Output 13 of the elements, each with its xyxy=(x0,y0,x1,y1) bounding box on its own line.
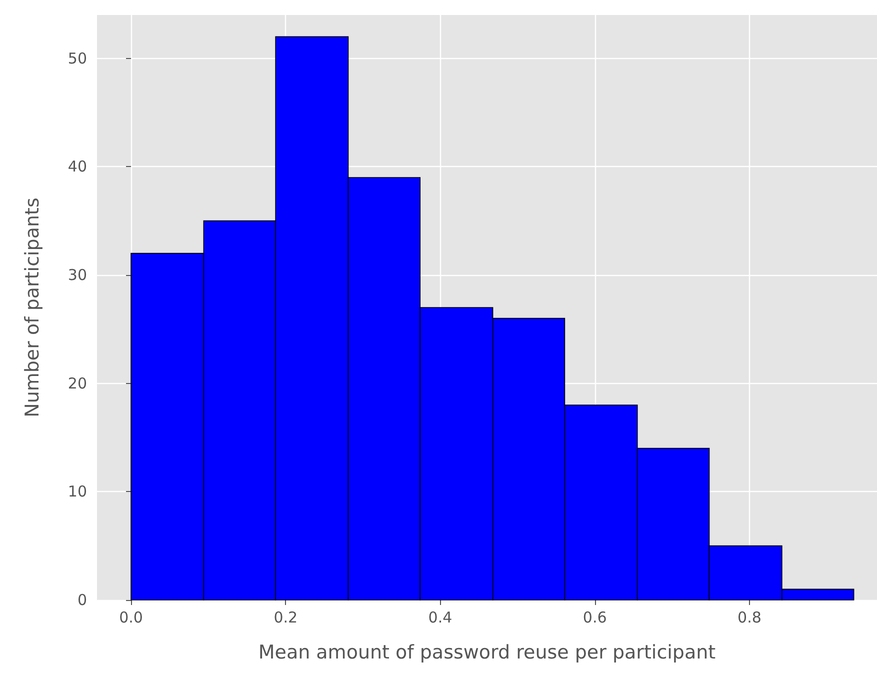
x-tick-label: 0.2 xyxy=(274,608,298,626)
y-tick-label: 40 xyxy=(68,158,87,176)
x-tick-label: 0.0 xyxy=(119,608,143,626)
y-tick-label: 20 xyxy=(68,374,87,392)
x-tick-label: 0.6 xyxy=(582,608,607,626)
x-tick-label: 0.4 xyxy=(428,608,452,626)
y-tick-label: 10 xyxy=(68,482,87,501)
y-tick-label: 30 xyxy=(68,266,87,284)
y-axis-title: Number of participants xyxy=(22,198,44,418)
x-tick-label: 0.8 xyxy=(738,608,762,626)
x-axis-title: Mean amount of password reuse per participant xyxy=(258,642,716,664)
y-tick-label: 50 xyxy=(68,49,87,68)
y-tick-label: 0 xyxy=(77,591,87,609)
